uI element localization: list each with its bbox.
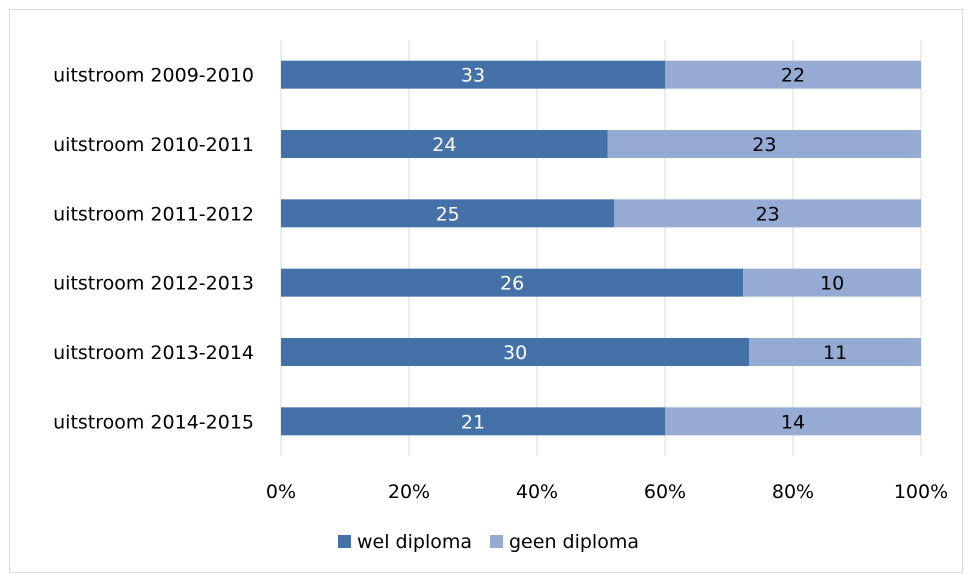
- category-label: uitstroom 2009-2010: [53, 65, 254, 87]
- data-label: 14: [781, 411, 805, 433]
- data-label: 26: [500, 273, 524, 295]
- data-label: 23: [752, 134, 776, 156]
- category-label: uitstroom 2012-2013: [53, 273, 254, 295]
- data-label: 22: [781, 65, 805, 87]
- bar-segment: [665, 407, 921, 436]
- bar-segment: [281, 130, 608, 158]
- bar-segment: [281, 268, 744, 297]
- data-label: 25: [436, 203, 460, 225]
- category-label: uitstroom 2013-2014: [53, 342, 254, 364]
- x-tick-label: 100%: [894, 481, 948, 503]
- bar-segment: [743, 268, 921, 297]
- data-label: 11: [823, 342, 847, 364]
- bar-segment: [607, 130, 921, 158]
- bar-segment: [749, 338, 921, 366]
- category-label: uitstroom 2010-2011: [53, 134, 254, 156]
- data-label: 33: [461, 65, 485, 87]
- legend-label: wel diploma: [357, 531, 472, 553]
- bar-segment: [281, 60, 665, 89]
- x-tick-label: 80%: [772, 481, 814, 503]
- legend-label: geen diploma: [509, 531, 639, 553]
- category-label: uitstroom 2011-2012: [53, 203, 254, 225]
- x-tick-label: 0%: [266, 481, 296, 503]
- bar-segment: [665, 60, 921, 89]
- bar-segment: [281, 199, 615, 228]
- legend-swatch: [490, 535, 503, 548]
- x-tick-label: 20%: [388, 481, 430, 503]
- x-tick-label: 60%: [644, 481, 686, 503]
- legend-swatch: [338, 535, 351, 548]
- bar-segment: [614, 199, 921, 228]
- category-label: uitstroom 2014-2015: [53, 411, 254, 433]
- data-label: 21: [461, 411, 485, 433]
- data-label: 30: [503, 342, 527, 364]
- data-label: 24: [432, 134, 456, 156]
- bar-segment: [281, 407, 665, 436]
- bar-segment: [281, 338, 750, 366]
- data-label: 10: [820, 273, 844, 295]
- x-tick-label: 40%: [516, 481, 558, 503]
- data-label: 23: [756, 203, 780, 225]
